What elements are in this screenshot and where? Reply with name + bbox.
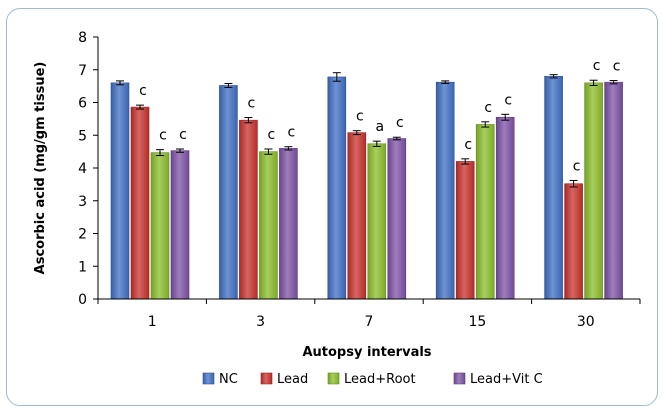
- bar: [367, 143, 387, 300]
- significance-label: c: [464, 137, 472, 153]
- bar: [170, 150, 190, 300]
- bar: [584, 82, 603, 300]
- bar: [239, 119, 258, 300]
- bar: [327, 76, 347, 300]
- y-tick-label: 7: [78, 63, 87, 79]
- significance-label: c: [573, 158, 581, 174]
- bar: [387, 138, 407, 300]
- significance-label: c: [179, 127, 187, 143]
- bar: [495, 116, 515, 300]
- axes: [93, 36, 641, 304]
- legend-swatch: [202, 372, 215, 385]
- legend-swatch: [327, 372, 340, 385]
- significance-label: c: [159, 128, 167, 144]
- significance-label: c: [356, 109, 364, 125]
- x-tick-label: 7: [365, 314, 374, 330]
- x-tick-label: 15: [468, 314, 486, 330]
- y-axis-title: Ascorbic acid (mg/gm tissue): [33, 62, 48, 275]
- y-tick-label: 6: [78, 96, 87, 112]
- bar: [130, 106, 150, 300]
- y-tick-label: 5: [78, 128, 87, 144]
- significance-label: c: [139, 83, 147, 99]
- significance-label: c: [288, 125, 296, 141]
- bar: [475, 124, 495, 300]
- legend-label: Lead: [277, 372, 308, 387]
- significance-label: c: [613, 59, 621, 75]
- significance-label: a: [376, 119, 385, 135]
- legend-label: Lead+Root: [344, 372, 416, 387]
- y-tick-label: 3: [78, 194, 87, 210]
- bar: [544, 76, 563, 300]
- bar: [259, 151, 278, 300]
- y-axis-ticks: 0 1 2 3 4 5 6 7 8: [78, 30, 87, 308]
- bar: [279, 148, 298, 300]
- x-tick-label: 3: [256, 314, 265, 330]
- y-tick-label: 1: [78, 259, 87, 275]
- significance-label: c: [268, 127, 276, 143]
- significance-label: c: [593, 58, 601, 74]
- x-axis-title: Autopsy intervals: [302, 345, 431, 360]
- bar: [564, 183, 583, 300]
- x-tick-label: 30: [577, 314, 595, 330]
- y-tick-label: 2: [78, 227, 87, 243]
- bar: [347, 132, 367, 300]
- legend-swatch: [260, 372, 273, 385]
- bar: [435, 81, 455, 300]
- y-tick-label: 0: [78, 292, 87, 308]
- x-axis-ticks: 1 3 7 15 30: [148, 314, 595, 330]
- legend-label: Lead+Vit C: [470, 372, 543, 387]
- y-tick-label: 4: [78, 161, 87, 177]
- bars: cc ccc cca ccc ccc c: [110, 58, 623, 300]
- significance-label: c: [248, 96, 256, 112]
- bar: [219, 85, 238, 300]
- bar: [604, 81, 623, 300]
- significance-label: c: [396, 115, 404, 131]
- legend-swatch: [453, 372, 466, 385]
- bar: [110, 82, 130, 300]
- significance-label: c: [504, 92, 512, 108]
- bar: [455, 161, 475, 300]
- y-tick-label: 8: [78, 30, 87, 46]
- x-tick-label: 1: [148, 314, 157, 330]
- bar: [150, 152, 170, 300]
- legend: NC Lead Lead+Root Lead+Vit C: [202, 372, 543, 387]
- significance-label: c: [484, 100, 492, 116]
- legend-label: NC: [219, 372, 238, 387]
